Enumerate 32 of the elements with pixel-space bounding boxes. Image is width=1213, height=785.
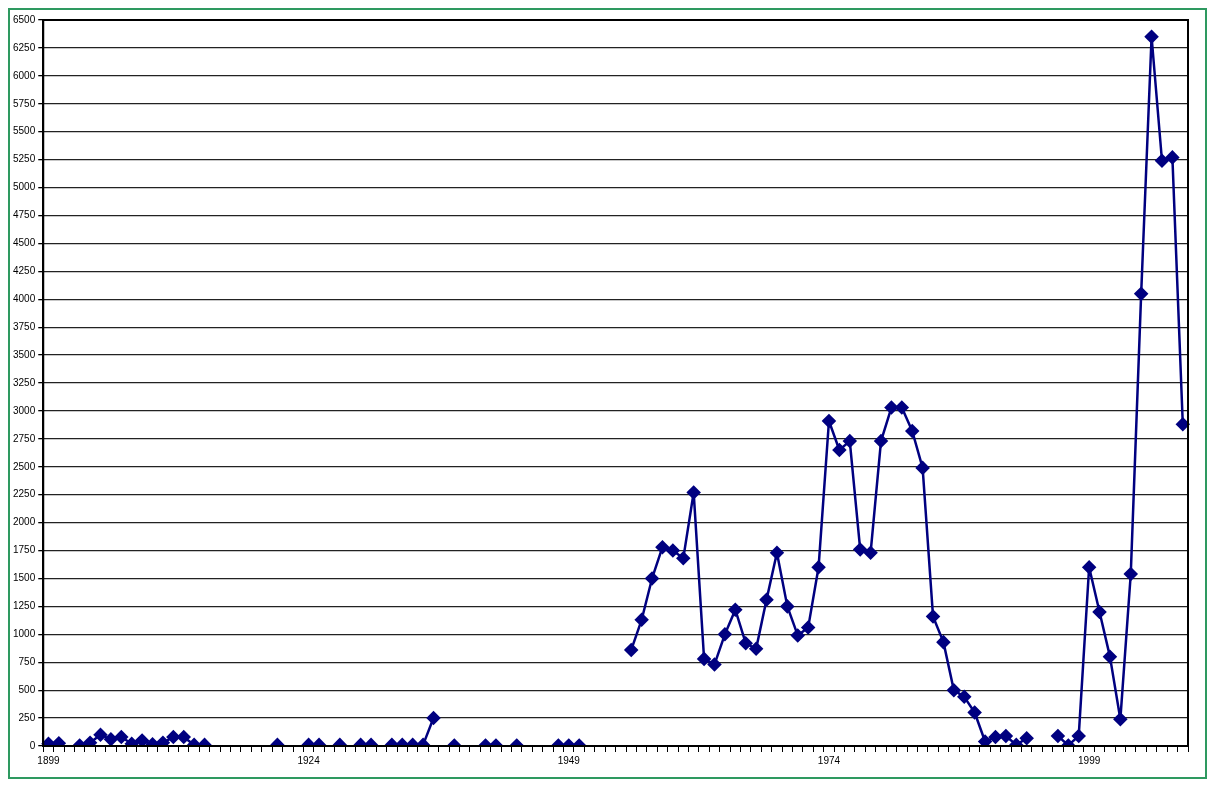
x-tick-label: 1999 <box>1078 754 1101 766</box>
y-tick-label: 3000 <box>13 404 36 416</box>
y-tick-label: 0 <box>29 739 36 751</box>
y-tick-label: 2750 <box>13 432 36 444</box>
y-tick-label: 500 <box>18 683 36 695</box>
x-tick-label: 1949 <box>557 754 581 766</box>
y-tick-label: 3500 <box>13 348 36 360</box>
y-tick-label: 5750 <box>13 97 36 109</box>
y-tick-label: 2250 <box>13 488 36 500</box>
y-tick-label: 1750 <box>13 544 36 556</box>
x-tick-label: 1974 <box>817 754 841 766</box>
y-tick-label: 6250 <box>13 41 36 53</box>
y-tick-label: 4250 <box>13 265 36 277</box>
y-tick-label: 5250 <box>13 153 36 165</box>
y-tick-label: 2500 <box>13 460 36 472</box>
y-tick-label: 3750 <box>13 320 36 332</box>
y-tick-label: 2000 <box>13 516 36 528</box>
y-tick-label: 5500 <box>13 125 36 137</box>
y-tick-label: 6500 <box>13 13 36 25</box>
y-tick-label: 5000 <box>13 181 36 193</box>
y-tick-label: 250 <box>18 711 36 723</box>
y-tick-label: 750 <box>18 655 36 667</box>
y-tick-label: 4500 <box>13 237 36 249</box>
x-tick-label: 1899 <box>37 754 61 766</box>
x-tick-label: 1924 <box>297 754 321 766</box>
y-tick-label: 3250 <box>13 376 36 388</box>
y-tick-label: 4000 <box>13 292 36 304</box>
y-tick-label: 4750 <box>13 209 36 221</box>
y-tick-label: 1500 <box>13 572 36 584</box>
y-tick-label: 6000 <box>13 69 36 81</box>
y-tick-label: 1000 <box>13 628 36 640</box>
y-tick-label: 1250 <box>13 600 36 612</box>
